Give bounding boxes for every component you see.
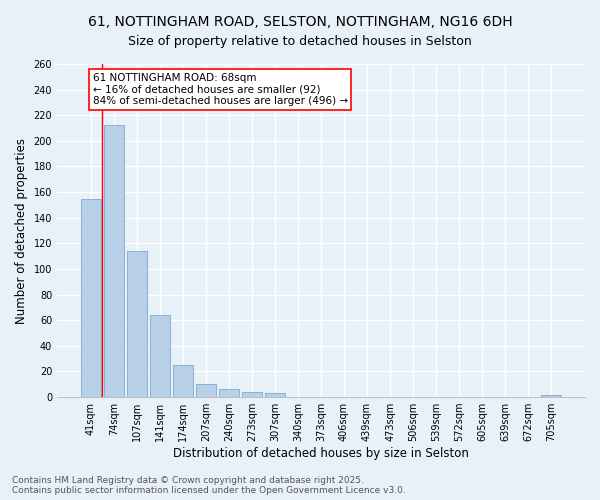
Y-axis label: Number of detached properties: Number of detached properties: [15, 138, 28, 324]
Text: 61 NOTTINGHAM ROAD: 68sqm
← 16% of detached houses are smaller (92)
84% of semi-: 61 NOTTINGHAM ROAD: 68sqm ← 16% of detac…: [92, 73, 348, 106]
Bar: [219, 390, 239, 397]
Bar: [127, 251, 146, 397]
Text: Contains HM Land Registry data © Crown copyright and database right 2025.
Contai: Contains HM Land Registry data © Crown c…: [12, 476, 406, 495]
Bar: [196, 384, 216, 397]
Text: 61, NOTTINGHAM ROAD, SELSTON, NOTTINGHAM, NG16 6DH: 61, NOTTINGHAM ROAD, SELSTON, NOTTINGHAM…: [88, 15, 512, 29]
Bar: [173, 365, 193, 397]
Bar: [81, 198, 101, 397]
Bar: [265, 393, 285, 397]
X-axis label: Distribution of detached houses by size in Selston: Distribution of detached houses by size …: [173, 447, 469, 460]
Bar: [150, 315, 170, 397]
Bar: [541, 394, 561, 397]
Bar: [242, 392, 262, 397]
Text: Size of property relative to detached houses in Selston: Size of property relative to detached ho…: [128, 35, 472, 48]
Bar: [104, 126, 124, 397]
